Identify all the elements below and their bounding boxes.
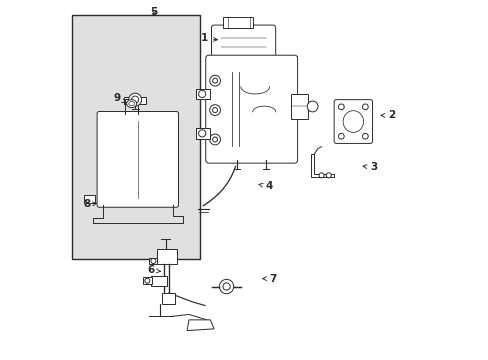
Text: 7: 7 bbox=[262, 274, 276, 284]
Circle shape bbox=[338, 134, 344, 139]
Polygon shape bbox=[196, 128, 210, 139]
Circle shape bbox=[362, 134, 367, 139]
Circle shape bbox=[209, 134, 220, 145]
Bar bbox=[290, 94, 308, 119]
Polygon shape bbox=[149, 258, 157, 264]
Circle shape bbox=[151, 258, 156, 264]
Text: 2: 2 bbox=[380, 111, 394, 121]
Polygon shape bbox=[162, 293, 174, 304]
Circle shape bbox=[212, 78, 217, 83]
Bar bbox=[157, 249, 177, 264]
Bar bbox=[223, 17, 253, 28]
Text: 9: 9 bbox=[113, 93, 126, 103]
Circle shape bbox=[223, 283, 230, 290]
Ellipse shape bbox=[343, 111, 363, 132]
Circle shape bbox=[131, 96, 139, 103]
FancyBboxPatch shape bbox=[97, 112, 178, 207]
Bar bbox=[72, 15, 199, 259]
Text: 8: 8 bbox=[83, 199, 96, 210]
Circle shape bbox=[362, 104, 367, 110]
Polygon shape bbox=[124, 97, 145, 104]
Bar bbox=[83, 195, 95, 203]
Circle shape bbox=[325, 173, 330, 178]
FancyBboxPatch shape bbox=[205, 55, 297, 163]
Circle shape bbox=[319, 173, 324, 178]
FancyBboxPatch shape bbox=[211, 25, 275, 60]
Circle shape bbox=[209, 75, 220, 86]
Ellipse shape bbox=[126, 100, 136, 108]
Circle shape bbox=[198, 90, 205, 98]
Bar bbox=[151, 276, 167, 286]
Text: 3: 3 bbox=[362, 162, 376, 172]
Circle shape bbox=[338, 104, 344, 110]
Polygon shape bbox=[196, 89, 210, 99]
Circle shape bbox=[219, 279, 233, 294]
Text: 5: 5 bbox=[150, 7, 158, 17]
Text: 1: 1 bbox=[200, 33, 217, 43]
Circle shape bbox=[128, 93, 142, 106]
FancyBboxPatch shape bbox=[333, 100, 372, 143]
Text: 4: 4 bbox=[259, 181, 272, 192]
Circle shape bbox=[306, 101, 317, 112]
Circle shape bbox=[198, 130, 205, 137]
Circle shape bbox=[144, 278, 149, 283]
Ellipse shape bbox=[128, 102, 134, 106]
Text: 6: 6 bbox=[147, 265, 160, 275]
Circle shape bbox=[209, 105, 220, 116]
Polygon shape bbox=[187, 320, 214, 330]
Bar bbox=[142, 277, 152, 284]
Circle shape bbox=[212, 108, 217, 113]
Polygon shape bbox=[310, 154, 333, 177]
Circle shape bbox=[212, 137, 217, 142]
